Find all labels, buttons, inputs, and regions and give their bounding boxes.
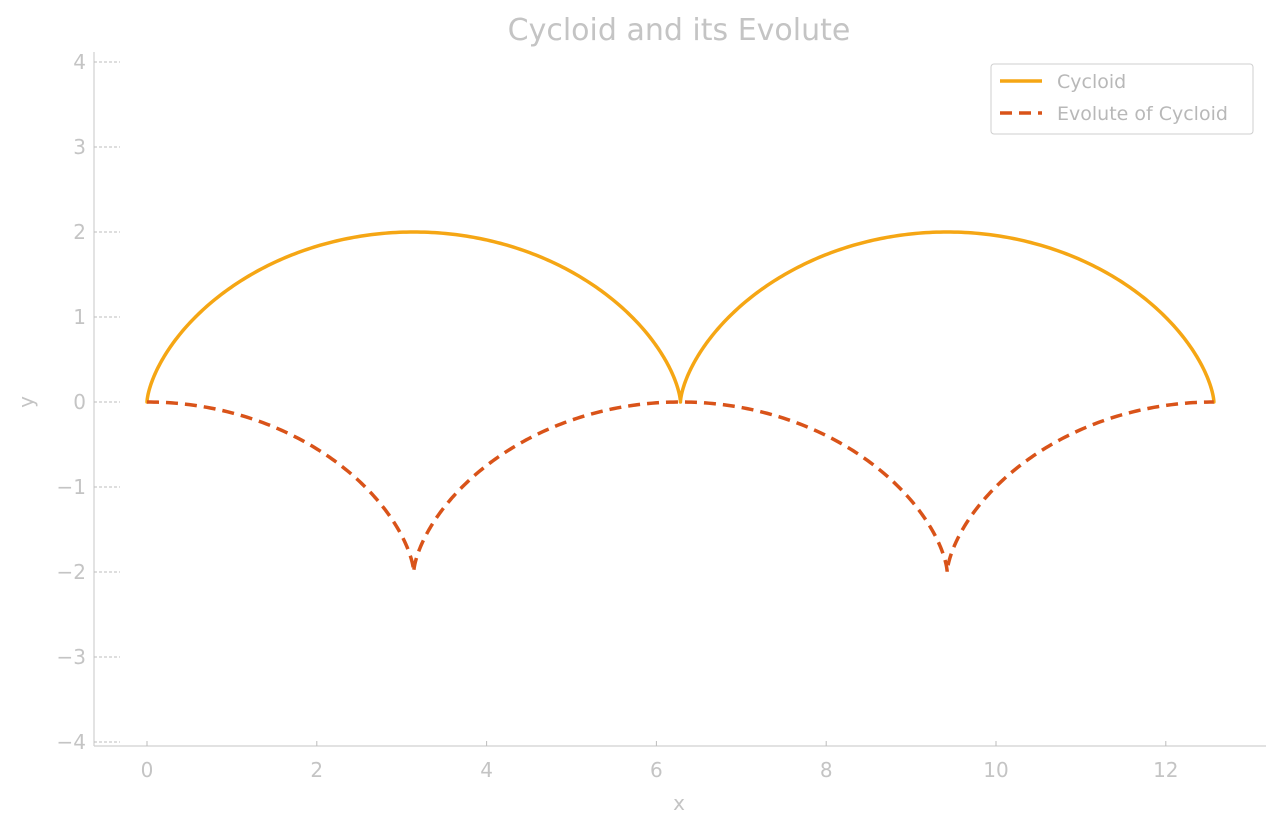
y-tick-label: 1: [73, 305, 86, 329]
y-ticks: −4 −3 −2 −1 0 1 2 3 4: [57, 50, 120, 754]
y-tick-label: 2: [73, 220, 86, 244]
x-tick-label: 0: [141, 758, 154, 782]
y-tick-label: −2: [57, 560, 86, 584]
y-axis-label: y: [14, 396, 38, 408]
y-tick-label: −1: [57, 475, 86, 499]
chart-title: Cycloid and its Evolute: [508, 13, 851, 48]
legend-label-evolute-of-cycloid: Evolute of Cycloid: [1057, 103, 1228, 125]
y-tick-label: −4: [57, 730, 86, 754]
x-tick-label: 12: [1153, 758, 1178, 782]
x-tick-label: 10: [983, 758, 1008, 782]
y-tick-label: 4: [73, 50, 86, 74]
x-tick-label: 8: [820, 758, 833, 782]
y-tick-label: 3: [73, 135, 86, 159]
x-ticks: 0 2 4 6 8 10 12: [141, 741, 1179, 782]
legend-label-cycloid: Cycloid: [1057, 71, 1126, 93]
x-tick-label: 4: [480, 758, 493, 782]
y-tick-label: 0: [73, 390, 86, 414]
y-tick-label: −3: [57, 645, 86, 669]
legend: Cycloid Evolute of Cycloid: [990, 63, 1254, 135]
axes: [93, 52, 1266, 747]
legend-box: [990, 63, 1254, 135]
series-line-evolute-of-cycloid: [146, 400, 1214, 574]
x-tick-label: 2: [310, 758, 323, 782]
series-line-cycloid: [145, 230, 1216, 404]
series-layer: [145, 230, 1216, 574]
x-tick-label: 6: [650, 758, 663, 782]
x-axis-label: x: [673, 791, 685, 815]
